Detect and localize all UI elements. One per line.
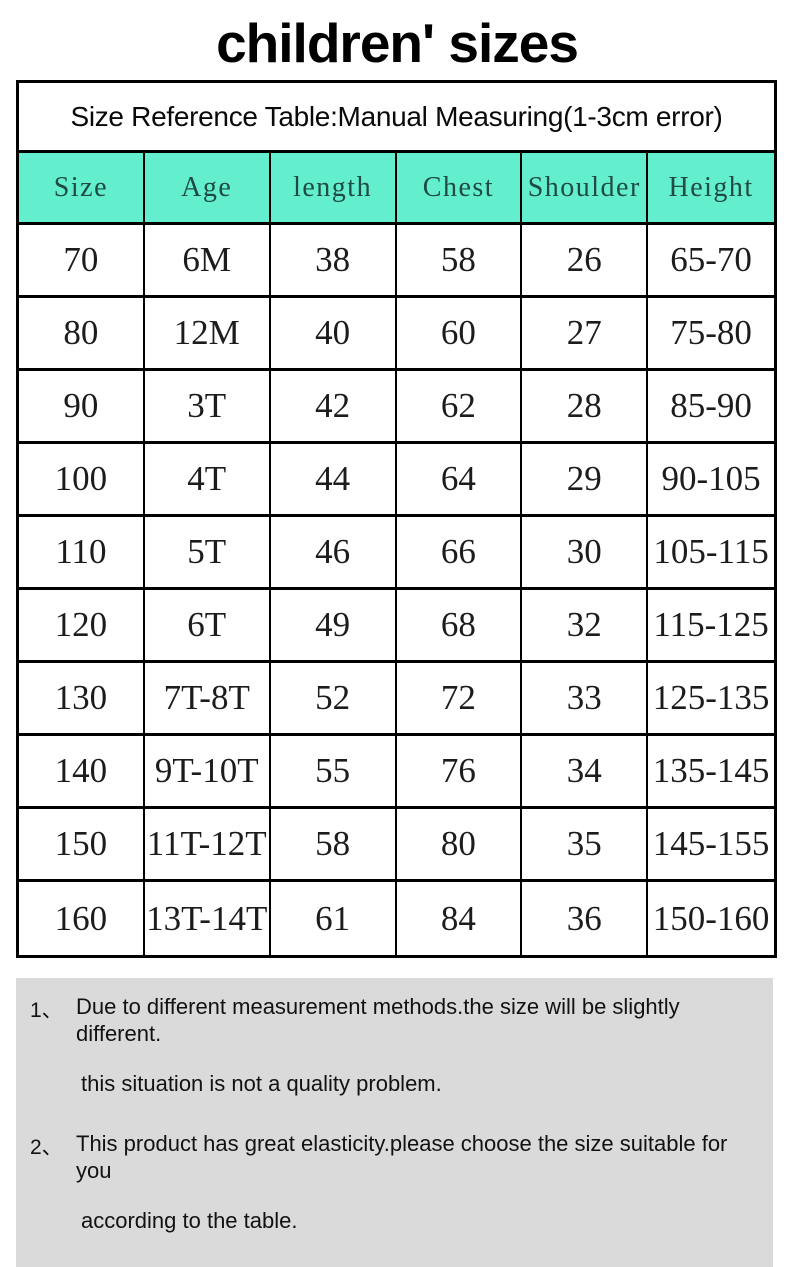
table-cell: 12M — [145, 298, 271, 369]
table-cell: 62 — [397, 371, 523, 442]
note-lines: Due to different measurement methods.the… — [76, 994, 763, 1121]
table-cell: 72 — [397, 663, 523, 734]
note-lines: This product has great elasticity.please… — [76, 1131, 763, 1248]
table-cell: 150 — [19, 809, 145, 880]
column-header-shoulder: Shoulder — [522, 153, 649, 223]
table-row: 160 13T-14T 61 84 36 150-160 — [19, 882, 774, 956]
table-cell: 84 — [397, 882, 523, 956]
table-cell: 130 — [19, 663, 145, 734]
table-cell: 58 — [397, 225, 523, 296]
table-cell: 26 — [522, 225, 649, 296]
table-cell: 40 — [271, 298, 397, 369]
page-title: children' sizes — [216, 12, 579, 74]
table-cell: 49 — [271, 590, 397, 661]
column-header-height: Height — [668, 171, 754, 203]
table-cell: 65-70 — [670, 240, 752, 280]
column-header-chest: Chest — [397, 153, 523, 223]
table-cell: 36 — [522, 882, 649, 956]
table-row: 100 4T 44 64 29 90-105 — [19, 444, 774, 518]
note-item: 1、 Due to different measurement methods.t… — [24, 994, 763, 1121]
table-cell: 34 — [522, 736, 649, 807]
page: { "title": "children' sizes", "table": {… — [16, 12, 777, 1267]
table-cell: 90-105 — [661, 459, 761, 499]
table-row: 150 11T-12T 58 80 35 145-155 — [19, 809, 774, 883]
table-cell: 38 — [271, 225, 397, 296]
note-number: 1、 — [30, 999, 63, 1023]
table-cell: 61 — [271, 882, 397, 956]
notes-panel: 1、 Due to different measurement methods.t… — [16, 978, 773, 1267]
table-cell: 90 — [19, 371, 145, 442]
table-cell: 3T — [145, 371, 271, 442]
table-cell: 33 — [522, 663, 649, 734]
table-cell: 80 — [19, 298, 145, 369]
note-item: 2、 This product has great elasticity.plea… — [24, 1131, 763, 1248]
table-cell: 135-145 — [652, 751, 770, 791]
table-cell: 68 — [397, 590, 523, 661]
table-cell: 42 — [271, 371, 397, 442]
table-cell: 58 — [271, 809, 397, 880]
note-line: This product has great elasticity.please… — [76, 1131, 728, 1183]
table-cell: 64 — [397, 444, 523, 515]
table-row: 80 12M 40 60 27 75-80 — [19, 298, 774, 372]
table-cell: 11T-12T — [145, 809, 271, 880]
table-row: 130 7T-8T 52 72 33 125-135 — [19, 663, 774, 737]
table-cell: 44 — [271, 444, 397, 515]
table-cell: 27 — [522, 298, 649, 369]
table-cell: 6M — [145, 225, 271, 296]
table-cell: 75-80 — [670, 313, 752, 353]
note-line: Due to different measurement methods.the… — [76, 994, 680, 1046]
table-row: 110 5T 46 66 30 105-115 — [19, 517, 774, 591]
column-header-age: Age — [145, 153, 271, 223]
table-cell: 120 — [19, 590, 145, 661]
table-cell: 85-90 — [670, 386, 752, 426]
table-cell: 28 — [522, 371, 649, 442]
table-cell: 29 — [522, 444, 649, 515]
column-header-size: Size — [19, 153, 145, 223]
table-cell: 145-155 — [652, 824, 770, 864]
table-cell: 32 — [522, 590, 649, 661]
column-header-length: length — [271, 153, 397, 223]
table-row: 120 6T 49 68 32 115-125 — [19, 590, 774, 664]
table-cell: 150-160 — [652, 898, 770, 938]
table-cell: 35 — [522, 809, 649, 880]
table-cell: 66 — [397, 517, 523, 588]
table-cell: 55 — [271, 736, 397, 807]
table-cell: 52 — [271, 663, 397, 734]
table-header-row: Size Age length Chest Shoulder Height — [19, 153, 774, 226]
table-cell: 7T-8T — [145, 663, 271, 734]
size-table: Size Reference Table:Manual Measuring(1-… — [16, 80, 777, 959]
table-cell: 46 — [271, 517, 397, 588]
table-cell: 160 — [19, 882, 145, 956]
table-cell: 13T-14T — [145, 882, 271, 956]
table-cell: 4T — [145, 444, 271, 515]
table-cell: 100 — [19, 444, 145, 515]
table-cell: 115-125 — [653, 605, 769, 645]
table-cell: 60 — [397, 298, 523, 369]
table-cell: 80 — [397, 809, 523, 880]
note-line: this situation is not a quality problem. — [81, 1071, 442, 1097]
table-cell: 105-115 — [653, 532, 769, 572]
table-caption: Size Reference Table:Manual Measuring(1-… — [19, 83, 774, 154]
table-row: 70 6M 38 58 26 65-70 — [19, 225, 774, 299]
note-number: 2、 — [30, 1136, 63, 1160]
table-cell: 30 — [522, 517, 649, 588]
table-cell: 125-135 — [652, 678, 770, 718]
table-body: 70 6M 38 58 26 65-70 80 12M 40 60 27 75-80 90 3T 42 62 2… — [19, 225, 774, 956]
table-cell: 9T-10T — [145, 736, 271, 807]
table-cell: 6T — [145, 590, 271, 661]
table-cell: 70 — [19, 225, 145, 296]
table-cell: 76 — [397, 736, 523, 807]
table-row: 140 9T-10T 55 76 34 135-145 — [19, 736, 774, 810]
table-cell: 110 — [19, 517, 145, 588]
table-cell: 140 — [19, 736, 145, 807]
table-row: 90 3T 42 62 28 85-90 — [19, 371, 774, 445]
table-cell: 5T — [145, 517, 271, 588]
note-line: according to the table. — [81, 1208, 298, 1234]
